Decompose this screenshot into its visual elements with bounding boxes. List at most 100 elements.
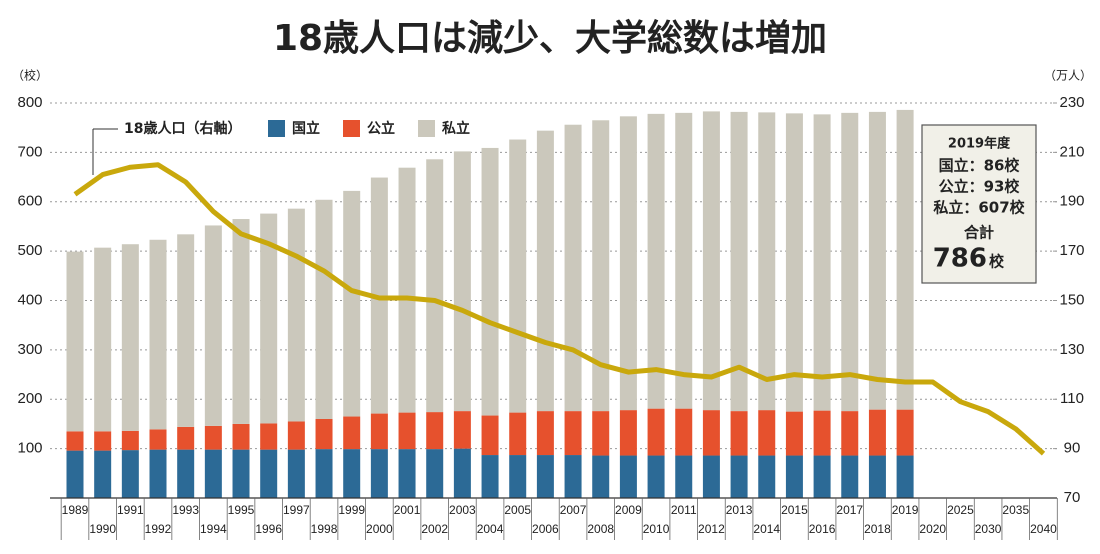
- bar-segment: [896, 455, 914, 498]
- bar-segment: [315, 419, 333, 450]
- x-tick-label: 2013: [726, 503, 753, 517]
- bar-segment: [370, 449, 388, 498]
- y2-tick-label: 230: [1059, 94, 1084, 111]
- bar-segment: [94, 450, 112, 498]
- y-tick-label: 400: [17, 291, 42, 308]
- legend-swatch: [418, 120, 435, 137]
- x-tick-label: 2040: [1030, 522, 1057, 536]
- x-tick-label: 2005: [504, 503, 531, 517]
- y2-tick-label: 170: [1059, 242, 1084, 259]
- bar-segment: [398, 412, 416, 450]
- x-tick-label: 2016: [809, 522, 836, 536]
- bar-segment: [841, 455, 859, 498]
- bar-segment: [315, 199, 333, 419]
- x-tick-label: 2014: [753, 522, 780, 536]
- y2-unit: （万人）: [1044, 69, 1092, 83]
- bar-segment: [453, 448, 471, 498]
- x-tick-label: 2011: [671, 503, 697, 517]
- bar-segment: [121, 244, 139, 431]
- legend-label: 18歳人口（右軸）: [124, 120, 241, 137]
- legend-swatch: [343, 120, 360, 137]
- bar-segment: [177, 426, 195, 450]
- bar-segment: [702, 111, 720, 411]
- x-tick-label: 2000: [366, 522, 393, 536]
- y-tick-label: 300: [17, 341, 42, 358]
- bar-segment: [785, 113, 803, 412]
- bar-segment: [730, 455, 748, 498]
- y2-tick-label: 210: [1059, 143, 1084, 160]
- bar-segment: [481, 455, 499, 498]
- y-tick-label: 600: [17, 193, 42, 210]
- x-tick-label: 2002: [421, 522, 448, 536]
- bar-segment: [94, 247, 112, 432]
- bar-segment: [619, 410, 637, 456]
- bar-segment: [66, 450, 84, 498]
- bar-segment: [94, 431, 112, 451]
- bar-segment: [785, 411, 803, 456]
- x-tick-label: 1991: [117, 503, 144, 517]
- y2-tick-label: 70: [1064, 489, 1081, 506]
- x-tick-label: 2004: [477, 522, 504, 536]
- population-line: [73, 162, 1046, 456]
- bar-segment: [343, 190, 361, 417]
- x-tick-label: 1999: [338, 503, 365, 517]
- legend-label: 私立: [442, 120, 470, 137]
- bar-segment: [730, 411, 748, 456]
- bar-segment: [702, 455, 720, 498]
- x-tick-label: 1989: [62, 503, 89, 517]
- bar-segment: [868, 409, 886, 456]
- legend-label: 国立: [292, 120, 320, 137]
- bar-segment: [204, 425, 222, 450]
- bar-segment: [260, 213, 278, 424]
- bar-segment: [785, 455, 803, 498]
- bar-segment: [315, 449, 333, 498]
- bar-segment: [675, 408, 693, 456]
- annotation: 校: [989, 253, 1005, 271]
- x-tick-label: 2017: [836, 503, 863, 517]
- y-unit: （校）: [12, 68, 48, 83]
- bar-segment: [619, 116, 637, 411]
- bar-segment: [66, 251, 84, 432]
- bar-segment: [453, 151, 471, 412]
- bar-segment: [730, 111, 748, 412]
- bar-segment: [509, 412, 527, 456]
- bar-segment: [896, 109, 914, 410]
- annotation: 786: [933, 244, 987, 274]
- bar-segment: [149, 449, 167, 498]
- x-tick-label: 2009: [615, 503, 642, 517]
- x-tick-label: 2015: [781, 503, 808, 517]
- annotation: 私立：607校: [932, 199, 1025, 217]
- bar-segment: [232, 219, 250, 424]
- bar-segment: [758, 112, 776, 411]
- bar-segment: [536, 455, 554, 498]
- x-tick-label: 2035: [1002, 503, 1029, 517]
- bar-segment: [758, 410, 776, 456]
- annotation: 公立：93校: [939, 178, 1021, 196]
- bar-segment: [121, 450, 139, 498]
- y2-tick-label: 190: [1059, 193, 1084, 210]
- bar-segment: [204, 449, 222, 498]
- x-tick-label: 2030: [975, 522, 1002, 536]
- bar-segment: [343, 449, 361, 498]
- annotation-frame: [921, 124, 1037, 284]
- bar-segment: [177, 449, 195, 498]
- annotation: 合計: [963, 224, 994, 242]
- bar-segment: [509, 139, 527, 413]
- x-tick-label: 2020: [919, 522, 946, 536]
- bar-segment: [813, 114, 831, 411]
- x-tick-label: 1996: [255, 522, 282, 536]
- bar-segment: [426, 449, 444, 498]
- y-tick-label: 700: [17, 143, 42, 160]
- x-tick-label: 2019: [892, 503, 919, 517]
- bar-segment: [675, 455, 693, 498]
- bar-segment: [149, 239, 167, 430]
- bar-segment: [177, 234, 195, 427]
- bar-segment: [204, 225, 222, 426]
- x-tick-label: 2003: [449, 503, 476, 517]
- bar-segment: [481, 147, 499, 416]
- y2-tick-label: 90: [1064, 440, 1081, 457]
- bar-segment: [453, 411, 471, 449]
- bar-segment: [564, 411, 582, 456]
- annotation: 2019年度: [948, 136, 1011, 152]
- x-tick-label: 2008: [587, 522, 614, 536]
